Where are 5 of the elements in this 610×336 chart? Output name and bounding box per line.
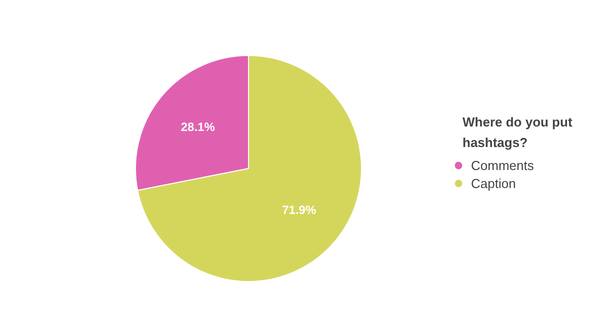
- data-label: 28.1%: [180, 120, 216, 134]
- data-label: 71.9%: [282, 203, 316, 218]
- legend-label: Comments: [471, 158, 534, 172]
- legend-title: Where do you put hashtags?: [462, 114, 573, 150]
- legend-label: Caption: [471, 176, 516, 190]
